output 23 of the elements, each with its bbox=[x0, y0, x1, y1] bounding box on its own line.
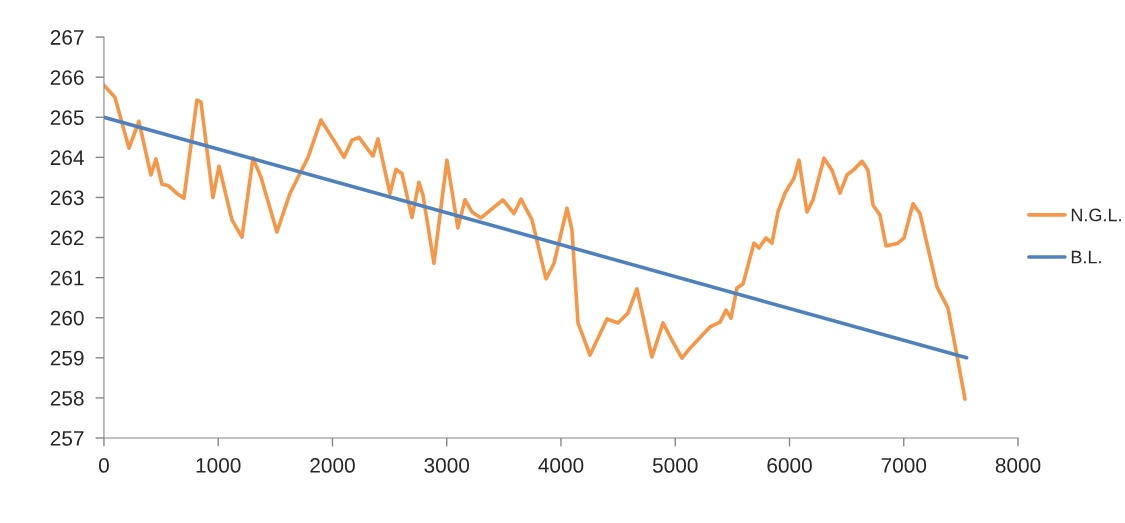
x-tick-label: 2000 bbox=[310, 458, 355, 473]
y-tick-label: 266 bbox=[50, 70, 84, 85]
x-tick-label: 7000 bbox=[881, 458, 927, 473]
x-tick-label: 4000 bbox=[538, 458, 584, 473]
legend-label: B.L. bbox=[1071, 250, 1101, 264]
x-tick-label: 3000 bbox=[424, 458, 470, 473]
y-tick-label: 265 bbox=[50, 110, 84, 126]
y-tick-label: 260 bbox=[50, 310, 84, 326]
y-tick-label: 267 bbox=[50, 30, 84, 45]
y-tick-label: 257 bbox=[50, 431, 84, 446]
y-tick-label: 263 bbox=[50, 190, 84, 206]
y-tick-label: 258 bbox=[50, 390, 84, 406]
x-tick-label: 0 bbox=[98, 458, 109, 473]
y-tick-label: 261 bbox=[50, 270, 84, 286]
y-tick-label: 262 bbox=[50, 230, 84, 246]
legend-label: N.G.L. bbox=[1071, 208, 1121, 222]
y-tick-label: 259 bbox=[50, 350, 84, 366]
y-tick-label: 264 bbox=[50, 150, 84, 166]
x-tick-label: 5000 bbox=[652, 458, 698, 473]
x-tick-label: 8000 bbox=[995, 458, 1041, 473]
x-tick-label: 1000 bbox=[196, 458, 241, 473]
x-tick-label: 6000 bbox=[767, 458, 812, 473]
line-series bbox=[103, 83, 967, 401]
